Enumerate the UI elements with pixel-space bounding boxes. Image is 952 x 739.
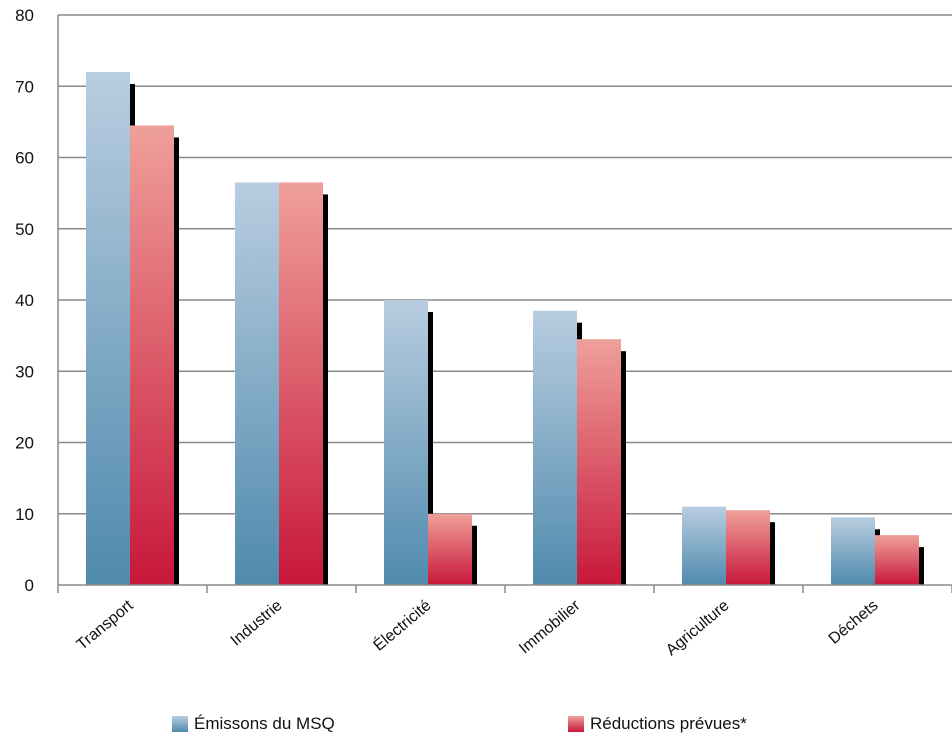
x-tick-label: Transport [74,597,137,654]
bar-emissions [831,517,875,585]
bar-reductions [875,535,919,585]
legend-label-reductions: Réductions prévues* [590,714,747,733]
x-tick-label: Immobilier [516,597,584,658]
x-tick-label: Électricité [369,595,434,654]
y-tick-label: 10 [15,505,34,524]
bar-shadow [919,547,924,585]
y-axis-ticks: 0 10 20 30 40 50 60 70 80 [15,6,34,595]
y-tick-label: 70 [15,77,34,96]
legend-label-emissions: Émissons du MSQ [194,714,335,733]
bar-shadow [174,137,179,585]
x-axis-ticks: Transport Industrie Électricité Immobilier A… [74,595,882,659]
bar-shadow [770,522,775,585]
legend-item-reductions: Réductions prévues* [568,714,747,734]
y-tick-label: 60 [15,149,34,168]
axes [57,15,952,593]
bar-emissions [682,506,726,585]
y-tick-label: 50 [15,220,34,239]
bar-emissions [384,300,428,585]
bar-shadow [472,525,477,585]
bar-chart: 0 10 20 30 40 50 60 70 80 Transport Industrie Élec… [15,6,952,659]
bar-shadow [323,194,328,585]
x-tick-label: Industrie [228,597,286,650]
bar-reductions [577,339,621,585]
y-tick-label: 30 [15,362,34,381]
bar-emissions [235,182,279,585]
x-tick-label: Déchets [826,597,882,648]
bar-shadow [428,312,433,585]
bar-reductions [130,125,174,585]
bar-emissions [86,72,130,585]
y-tick-label: 40 [15,291,34,310]
bars [86,72,924,585]
bar-emissions [533,310,577,585]
gridlines [58,14,952,515]
legend-item-emissions: Émissons du MSQ [172,714,335,734]
bar-reductions [726,510,770,585]
y-tick-label: 20 [15,434,34,453]
legend-swatch-emissions [172,716,188,732]
legend-swatch-reductions [568,716,584,732]
y-tick-label: 80 [15,6,34,25]
x-tick-label: Agriculture [663,597,733,659]
bar-reductions [279,182,323,585]
y-tick-label: 0 [25,576,34,595]
bar-reductions [428,513,472,585]
bar-shadow [621,351,626,585]
